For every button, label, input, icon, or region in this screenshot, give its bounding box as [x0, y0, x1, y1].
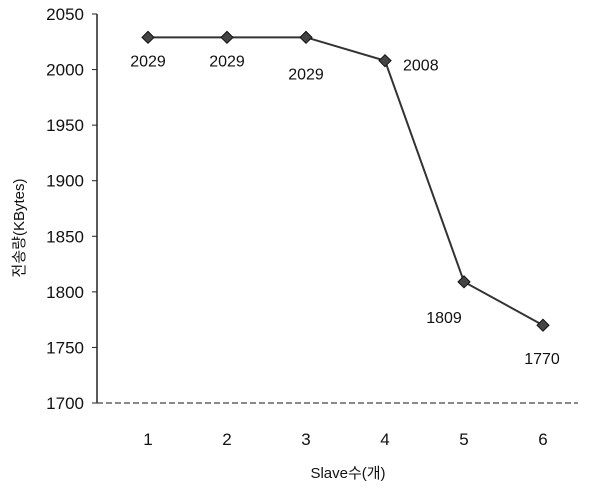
- data-markers: [141, 30, 550, 332]
- y-tick-labels: 1700 1750 1800 1850 1900 1950 2000 2050: [46, 5, 97, 413]
- data-label: 2029: [288, 66, 324, 83]
- x-tick-labels: 1 2 3 4 5 6: [143, 430, 547, 449]
- y-axis-title: 전송량(KBytes): [11, 179, 28, 278]
- x-tick-label: 4: [380, 430, 389, 449]
- y-tick-label: 1950: [46, 116, 84, 135]
- x-tick-label: 6: [538, 430, 547, 449]
- x-tick-label: 3: [301, 430, 310, 449]
- data-label: 2008: [403, 58, 439, 75]
- data-point-marker: [220, 30, 234, 45]
- data-labels: 2029 2029 2029 2008 1809 1770: [130, 53, 560, 368]
- x-tick-label: 5: [459, 430, 468, 449]
- data-label: 2029: [130, 53, 166, 70]
- y-tick-label: 2050: [46, 5, 84, 24]
- data-point-marker: [536, 318, 550, 332]
- y-tick-label: 2000: [46, 61, 84, 80]
- data-point-marker: [299, 30, 313, 45]
- data-label: 1809: [426, 310, 462, 327]
- y-tick-label: 1800: [46, 283, 84, 302]
- y-tick-label: 1850: [46, 227, 84, 246]
- x-tick-label: 2: [222, 430, 231, 449]
- data-point-marker: [378, 53, 392, 68]
- x-tick-label: 1: [143, 430, 152, 449]
- y-tick-label: 1900: [46, 172, 84, 191]
- data-point-marker: [141, 30, 155, 45]
- y-tick-label: 1750: [46, 338, 84, 357]
- plot-area: [96, 14, 578, 404]
- x-axis-title: Slave수(개): [310, 465, 385, 482]
- series-line-path: [148, 36, 544, 327]
- y-tick-label: 1700: [46, 394, 84, 413]
- data-label: 2029: [209, 53, 245, 70]
- data-label: 1770: [524, 351, 560, 368]
- series-line: [148, 36, 544, 327]
- data-point-marker: [457, 275, 471, 289]
